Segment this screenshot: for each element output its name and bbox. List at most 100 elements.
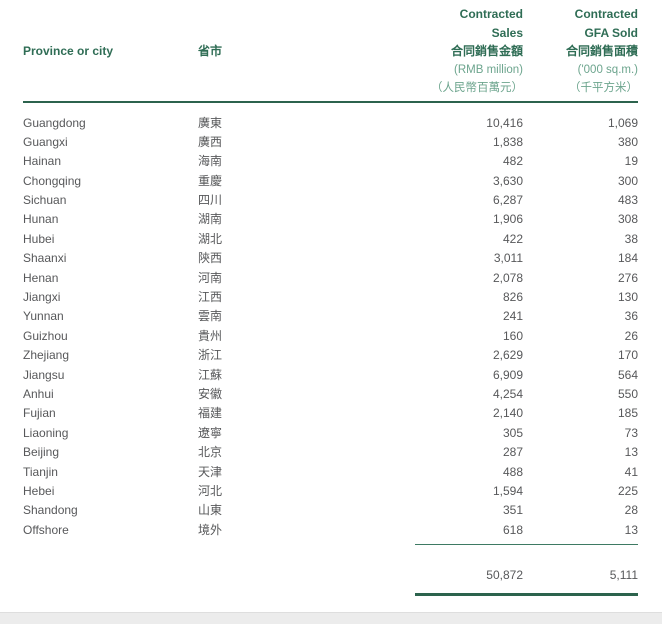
header-sales-zh: 合同銷售金額 xyxy=(450,44,523,58)
cell-province-en: Liaoning xyxy=(23,425,69,440)
contracted-sales-table: Province or city 省市 Contracted Sales 合同銷… xyxy=(23,5,638,596)
cell-province-zh: 雲南 xyxy=(198,309,223,324)
cell-province-zh: 天津 xyxy=(198,464,223,479)
cell-province-zh: 江西 xyxy=(198,290,223,305)
table-row: Guizhou 貴州 160 26 xyxy=(23,327,638,346)
cell-province-en: Guizhou xyxy=(23,328,68,343)
table-row: Offshore 境外 618 13 xyxy=(23,521,638,540)
cell-contracted-sales: 2,629 xyxy=(492,348,523,363)
cell-province-en: Hubei xyxy=(23,231,55,246)
header-province-zh: 省市 xyxy=(198,5,323,98)
cell-province-en: Sichuan xyxy=(23,193,67,208)
cell-gfa-sold: 73 xyxy=(624,425,638,440)
table-row: Beijing 北京 287 13 xyxy=(23,443,638,462)
cell-province-zh: 貴州 xyxy=(198,328,223,343)
table-row: Shaanxi 陝西 3,011 184 xyxy=(23,249,638,268)
cell-contracted-sales: 1,838 xyxy=(492,134,523,149)
cell-province-en: Zhejiang xyxy=(23,348,70,363)
cell-province-en: Fujian xyxy=(23,406,56,421)
header-sales-line2: Sales xyxy=(491,25,523,40)
cell-gfa-sold: 380 xyxy=(617,134,638,149)
cell-province-en: Chongqing xyxy=(23,173,82,188)
header-gfa-line1: Contracted xyxy=(574,7,638,21)
cell-contracted-sales: 4,254 xyxy=(492,386,523,401)
cell-province-en: Hunan xyxy=(23,212,59,227)
table-row: Shandong 山東 351 28 xyxy=(23,501,638,520)
cell-contracted-sales: 160 xyxy=(502,328,523,343)
subtotal-rule xyxy=(415,543,638,545)
cell-province-en: Yunnan xyxy=(23,309,64,324)
header-sales-unit-zh: （人民幣百萬元） xyxy=(431,82,523,94)
totals-empty-province xyxy=(23,566,198,585)
table-row: Henan 河南 2,078 276 xyxy=(23,269,638,288)
cell-gfa-sold: 550 xyxy=(617,386,638,401)
cell-province-zh: 陝西 xyxy=(198,251,223,266)
cell-gfa-sold: 1,069 xyxy=(607,115,638,130)
cell-gfa-sold: 13 xyxy=(624,522,638,537)
cell-contracted-sales: 3,011 xyxy=(493,251,523,266)
totals-empty-zh xyxy=(198,566,323,585)
table-row: Chongqing 重慶 3,630 300 xyxy=(23,172,638,191)
cell-province-zh: 重慶 xyxy=(198,173,223,188)
cell-contracted-sales: 351 xyxy=(502,503,523,518)
cell-gfa-sold: 36 xyxy=(624,309,638,324)
header-province-zh-label: 省市 xyxy=(198,44,223,58)
grand-total-rule xyxy=(415,592,638,596)
table-row: Hainan 海南 482 19 xyxy=(23,152,638,171)
cell-contracted-sales: 488 xyxy=(502,464,523,479)
header-gfa-line2: GFA Sold xyxy=(584,25,638,40)
cell-contracted-sales: 6,287 xyxy=(492,193,523,208)
table-body: Guangdong 廣東 10,416 1,069 Guangxi 廣西 1,838 380 H… xyxy=(23,103,638,541)
cell-gfa-sold: 483 xyxy=(617,193,638,208)
cell-contracted-sales: 1,906 xyxy=(492,212,523,227)
cell-province-zh: 四川 xyxy=(198,193,223,208)
cell-province-zh: 海南 xyxy=(198,154,223,169)
cell-gfa-sold: 300 xyxy=(617,173,638,188)
cell-gfa-sold: 184 xyxy=(617,251,638,266)
cell-province-zh: 湖南 xyxy=(198,212,223,227)
cell-gfa-sold: 38 xyxy=(624,231,638,246)
table-row: Anhui 安徽 4,254 550 xyxy=(23,385,638,404)
table-row: Jiangxi 江西 826 130 xyxy=(23,288,638,307)
cell-province-zh: 江蘇 xyxy=(198,367,223,382)
cell-contracted-sales: 826 xyxy=(502,290,523,305)
cell-province-zh: 廣西 xyxy=(198,134,223,149)
cell-province-en: Anhui xyxy=(23,386,54,401)
cell-province-en: Guangxi xyxy=(23,134,68,149)
table-row: Guangdong 廣東 10,416 1,069 xyxy=(23,114,638,133)
cell-province-en: Henan xyxy=(23,270,59,285)
table-row: Fujian 福建 2,140 185 xyxy=(23,404,638,423)
header-gfa-unit-en: ('000 sq.m.) xyxy=(577,63,638,76)
table-row: Hunan 湖南 1,906 308 xyxy=(23,210,638,229)
header-contracted-sales: Contracted Sales 合同銷售金額 (RMB million) （人… xyxy=(323,5,523,98)
cell-gfa-sold: 41 xyxy=(624,464,638,479)
cell-province-en: Offshore xyxy=(23,522,69,537)
header-sales-line1: Contracted xyxy=(459,7,523,21)
table-header: Province or city 省市 Contracted Sales 合同銷… xyxy=(23,5,638,98)
table-row: Hubei 湖北 422 38 xyxy=(23,230,638,249)
total-contracted-sales: 50,872 xyxy=(486,567,523,582)
cell-gfa-sold: 28 xyxy=(624,503,638,518)
cell-contracted-sales: 287 xyxy=(502,445,523,460)
cell-province-zh: 安徽 xyxy=(198,386,223,401)
cell-province-en: Tianjin xyxy=(23,464,58,479)
cell-gfa-sold: 26 xyxy=(624,328,638,343)
cell-province-zh: 山東 xyxy=(198,503,223,518)
cell-province-zh: 遼寧 xyxy=(198,425,223,440)
cell-contracted-sales: 482 xyxy=(502,154,523,169)
cell-province-en: Hebei xyxy=(23,483,55,498)
header-province-or-city: Province or city xyxy=(23,5,198,98)
cell-contracted-sales: 305 xyxy=(502,425,523,440)
cell-province-en: Jiangxi xyxy=(23,290,61,305)
cell-province-zh: 福建 xyxy=(198,406,223,421)
header-gfa-zh: 合同銷售面積 xyxy=(565,44,638,58)
totals-row: 50,872 5,111 xyxy=(23,566,638,585)
table-row: Sichuan 四川 6,287 483 xyxy=(23,191,638,210)
cell-contracted-sales: 3,630 xyxy=(492,173,523,188)
cell-gfa-sold: 276 xyxy=(617,270,638,285)
header-rule xyxy=(23,100,638,103)
cell-contracted-sales: 2,078 xyxy=(492,270,523,285)
header-gfa-unit-zh: （千平方米） xyxy=(569,82,638,94)
cell-gfa-sold: 19 xyxy=(624,154,638,169)
cell-province-zh: 浙江 xyxy=(198,348,223,363)
